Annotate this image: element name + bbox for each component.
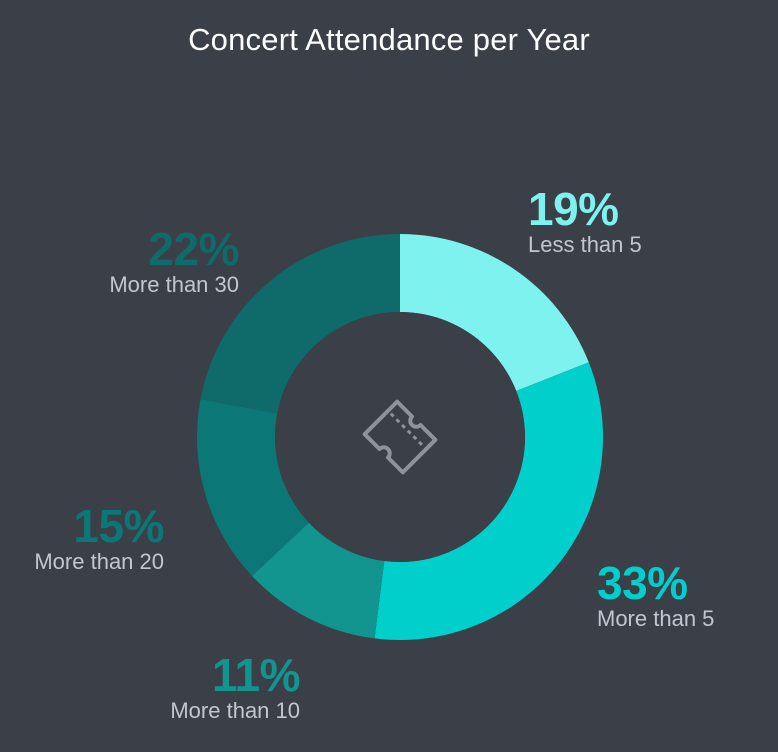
slice-label-more-than-5: 33% More than 5 [597, 560, 714, 632]
slice-label-more-than-20: 15% More than 20 [34, 503, 164, 575]
donut-slices [197, 234, 603, 640]
slice-category: More than 10 [170, 698, 300, 723]
donut-slice-more-than-30 [200, 234, 400, 414]
slice-category: More than 30 [109, 272, 239, 297]
donut-slice-less-than-5 [400, 234, 589, 391]
donut-slice-more-than-5 [374, 362, 603, 640]
slice-label-more-than-10: 11% More than 10 [170, 652, 300, 724]
donut-slice-more-than-10 [252, 522, 385, 639]
donut-slice-more-than-20 [197, 398, 309, 576]
slice-percent: 33% [597, 557, 688, 609]
ticket-icon [362, 399, 438, 475]
slice-percent: 22% [148, 223, 239, 275]
slice-percent: 19% [528, 183, 619, 235]
slice-category: More than 5 [597, 606, 715, 631]
slice-percent: 11% [211, 649, 301, 701]
slice-category: Less than 5 [528, 232, 642, 257]
chart-title: Concert Attendance per Year [188, 22, 590, 57]
donut-center [275, 312, 525, 562]
slice-label-less-than-5: 19% Less than 5 [528, 186, 642, 258]
slice-label-more-than-30: 22% More than 30 [109, 226, 239, 298]
slice-percent: 15% [73, 500, 164, 552]
slice-category: More than 20 [34, 549, 164, 574]
